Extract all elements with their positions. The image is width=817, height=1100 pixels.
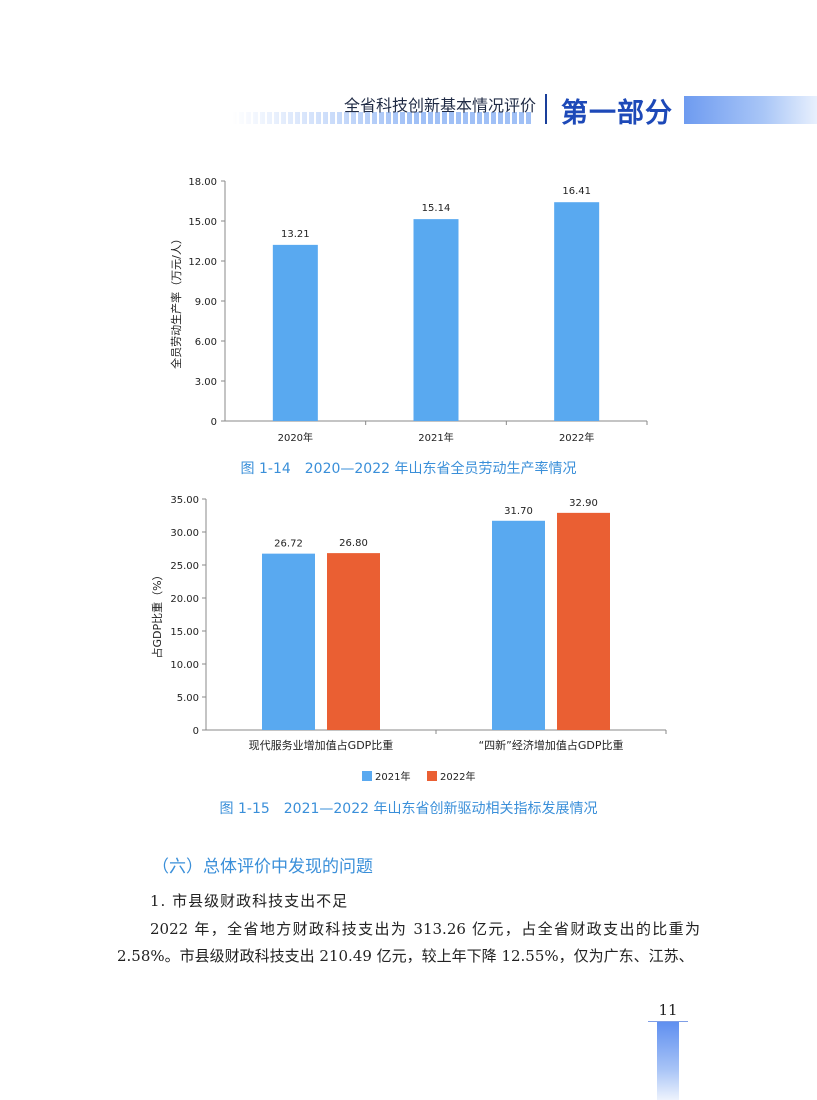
data-label: 13.21 — [281, 229, 310, 240]
page-number: 11 — [658, 1001, 678, 1019]
y-tick-label: 15.00 — [170, 627, 199, 638]
data-label: 26.72 — [274, 539, 303, 550]
page-number-rule — [648, 1021, 688, 1022]
y-axis-label: 占GDP比重（%） — [150, 569, 164, 658]
data-label: 26.80 — [339, 538, 368, 549]
y-tick-label: 3.00 — [195, 377, 217, 388]
y-tick-label: 6.00 — [195, 337, 217, 348]
section-heading: （六）总体评价中发现的问题 — [152, 857, 373, 877]
data-label: 32.90 — [569, 498, 598, 509]
figure-caption-1-14: 图 1-14 2020—2022 年山东省全员劳动生产率情况 — [240, 461, 577, 477]
bar-2021年 — [413, 219, 459, 421]
bar-2021年-0 — [262, 553, 315, 730]
figure-caption-1-15: 图 1-15 2021—2022 年山东省创新驱动相关指标发展情况 — [219, 801, 598, 817]
x-tick-label: 2022年 — [559, 431, 594, 444]
legend-swatch — [362, 771, 372, 781]
header-decoration-dots — [232, 112, 532, 124]
bar-2021年-1 — [492, 520, 545, 730]
y-tick-label: 0 — [211, 417, 217, 428]
data-label: 31.70 — [504, 506, 533, 517]
body-paragraph: 2022 年，全省地方财政科技支出为 313.26 亿元，占全省财政支出的比重为… — [117, 920, 700, 965]
y-tick-label: 35.00 — [170, 495, 199, 506]
y-tick-label: 30.00 — [170, 528, 199, 539]
x-tick-label: 现代服务业增加值占GDP比重 — [249, 738, 394, 752]
labor-productivity-chart: 0 3.00 6.00 9.00 12.00 15.00 18.00 13.21 15.14 1… — [169, 177, 648, 444]
y-tick-label: 15.00 — [188, 217, 217, 228]
sub-heading: 1. 市县级财政科技支出不足 — [150, 892, 349, 910]
bar-2020年 — [272, 244, 318, 421]
y-tick-label: 5.00 — [177, 693, 199, 704]
data-label: 16.41 — [562, 186, 591, 197]
bar-2022年-1 — [557, 512, 610, 730]
x-tick-label: 2021年 — [418, 431, 453, 444]
y-tick-label: 10.00 — [170, 660, 199, 671]
y-tick-label: 12.00 — [188, 257, 217, 268]
x-tick-label: 2020年 — [278, 431, 313, 444]
header-gradient-bar — [684, 96, 817, 124]
bar-2022年-0 — [327, 553, 380, 730]
legend-swatch — [427, 771, 437, 781]
running-header-title: 全省科技创新基本情况评价 — [343, 96, 536, 115]
y-tick-label: 18.00 — [188, 177, 217, 188]
y-tick-label: 25.00 — [170, 561, 199, 572]
bar-2022年 — [554, 202, 600, 421]
footer-gradient-bar — [657, 1022, 679, 1100]
part-label: 第一部分 — [561, 98, 673, 129]
legend-label: 2022年 — [440, 770, 475, 783]
data-label: 15.14 — [422, 203, 451, 214]
y-tick-label: 9.00 — [195, 297, 217, 308]
y-tick-label: 0 — [193, 726, 199, 737]
innovation-indicators-chart: 0 5.00 10.00 15.00 20.00 25.00 30.00 35.00 26.7… — [150, 495, 667, 783]
legend-label: 2021年 — [375, 770, 410, 783]
y-tick-label: 20.00 — [170, 594, 199, 605]
x-tick-label: “四新”经济增加值占GDP比重 — [478, 738, 623, 752]
y-axis-label: 全员劳动生产率（万元/人） — [169, 233, 183, 369]
header-separator — [545, 94, 547, 124]
